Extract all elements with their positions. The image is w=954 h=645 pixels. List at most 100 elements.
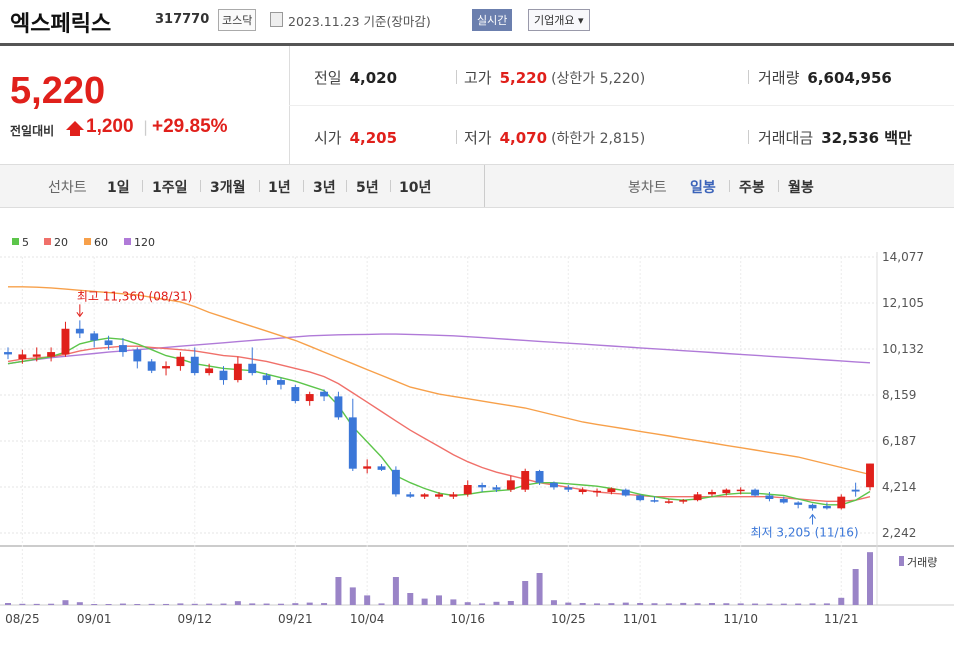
change-value: 1,200: [86, 116, 134, 137]
stock-chart[interactable]: 5 20 60 120 14,077 12,105 10,132 8,159 6,187 4,2…: [0, 207, 954, 645]
candle-body: [118, 345, 127, 353]
volume-bar: [364, 595, 371, 605]
candle-body: [90, 333, 99, 341]
legend-label-120: 120: [134, 236, 155, 249]
volume-bar: [234, 601, 241, 605]
x-tick-label: 10/16: [450, 612, 485, 626]
candle-daily[interactable]: 일봉: [690, 180, 716, 196]
stats-divider: [289, 105, 954, 106]
period-separator: [390, 180, 391, 192]
period-1y[interactable]: 1년: [268, 180, 291, 196]
candle-body: [205, 368, 214, 374]
candle-body: [808, 504, 817, 509]
candle-monthly[interactable]: 월봉: [788, 180, 814, 196]
volume-bar: [19, 603, 26, 605]
calendar-icon: [270, 12, 283, 27]
candle-body: [506, 480, 515, 490]
volume-bar: [637, 603, 644, 605]
stat-label: 거래량: [758, 69, 800, 87]
candle-body: [478, 485, 487, 488]
candle-body: [348, 417, 357, 469]
volume-bar: [119, 603, 126, 605]
ma-legend: 5 20 60 120: [12, 236, 155, 249]
candle-body: [779, 498, 788, 503]
candle-body: [463, 485, 472, 495]
ma60-line: [8, 286, 871, 476]
volume-bar: [608, 603, 615, 605]
candle-body: [377, 466, 386, 470]
candle-body: [736, 489, 745, 492]
realtime-button[interactable]: 실시간: [472, 9, 513, 31]
x-tick-label: 11/21: [824, 612, 859, 626]
stat-value: 6,604,956: [807, 69, 892, 87]
stat-open: 시가 4,205: [314, 127, 397, 148]
market-badge: 코스닥: [218, 9, 257, 31]
volume-bar: [708, 603, 715, 605]
volume-bar: [450, 599, 457, 605]
volume-bar: [867, 552, 873, 605]
candle-body: [262, 375, 271, 381]
change-label: 전일대비: [10, 124, 55, 138]
company-overview-dropdown[interactable]: 기업개요 ▾: [528, 9, 590, 31]
x-axis: 08/25 09/01 09/12 09/21 10/04 10/16 10/25 11/01…: [5, 612, 858, 626]
period-1w[interactable]: 1주일: [152, 180, 188, 196]
stat-value: 4,070: [499, 129, 548, 147]
candle-body: [4, 352, 12, 355]
volume-bar: [292, 603, 299, 605]
period-3y[interactable]: 3년: [313, 180, 336, 196]
stat-volume: 거래량 6,604,956: [758, 67, 892, 88]
candle-body: [391, 469, 400, 495]
volume-bar: [321, 603, 328, 605]
period-5y[interactable]: 5년: [356, 180, 379, 196]
volume-bar: [277, 603, 284, 605]
y-tick-label: 10,132: [882, 342, 924, 356]
legend-label-20: 20: [54, 236, 68, 249]
candle-body: [176, 356, 185, 367]
x-tick-label: 08/25: [5, 612, 40, 626]
candle-body: [693, 494, 702, 501]
volume-bar: [263, 603, 270, 605]
candle-body: [61, 328, 70, 355]
x-tick-label: 11/01: [623, 612, 658, 626]
candle-body: [320, 391, 329, 397]
volume-bar: [464, 602, 471, 605]
candle-body: [535, 471, 544, 483]
stat-sub: (상한가 5,220): [551, 71, 646, 87]
y-tick-label: 14,077: [882, 250, 924, 264]
volume-bar: [134, 604, 141, 605]
candle-body: [248, 363, 257, 374]
candle-body: [650, 500, 659, 502]
period-10y[interactable]: 10년: [399, 180, 432, 196]
volume-bar: [723, 603, 730, 605]
volume-bar: [594, 603, 601, 605]
candle-body: [765, 495, 774, 499]
volume-legend-swatch: [899, 556, 904, 566]
candle-body: [162, 366, 170, 369]
volume-bar: [48, 603, 55, 605]
period-separator: [259, 180, 260, 192]
high-annotation: 최고 11,360 (08/31): [77, 289, 193, 303]
ma20-line: [7, 345, 871, 502]
candle-body: [277, 380, 285, 385]
period-1d[interactable]: 1일: [107, 180, 130, 196]
volume-bar: [163, 603, 170, 605]
candle-body: [190, 356, 199, 374]
candle-weekly[interactable]: 주봉: [739, 180, 765, 196]
stock-code: 317770: [155, 12, 210, 27]
candle-chart-label: 봉차트: [628, 180, 667, 196]
volume-bar: [766, 603, 773, 605]
chart-controls: 선차트 1일 1주일 3개월 1년 3년 5년 10년 봉차트 일봉 주봉 월봉: [0, 164, 954, 208]
volume-bar: [579, 603, 586, 605]
volume-bar: [795, 603, 802, 605]
volume-bar: [148, 603, 155, 605]
period-3m[interactable]: 3개월: [210, 180, 246, 196]
period-separator: [729, 180, 730, 192]
volume-bar: [249, 603, 256, 605]
stat-value: 4,020: [349, 69, 398, 87]
volume-bar: [752, 603, 759, 605]
stat-label: 고가: [464, 69, 492, 87]
stat-label: 저가: [464, 129, 492, 147]
stat-sub: (하한가 2,815): [551, 131, 646, 147]
volume-bar: [206, 603, 213, 605]
y-tick-label: 4,214: [882, 480, 916, 494]
